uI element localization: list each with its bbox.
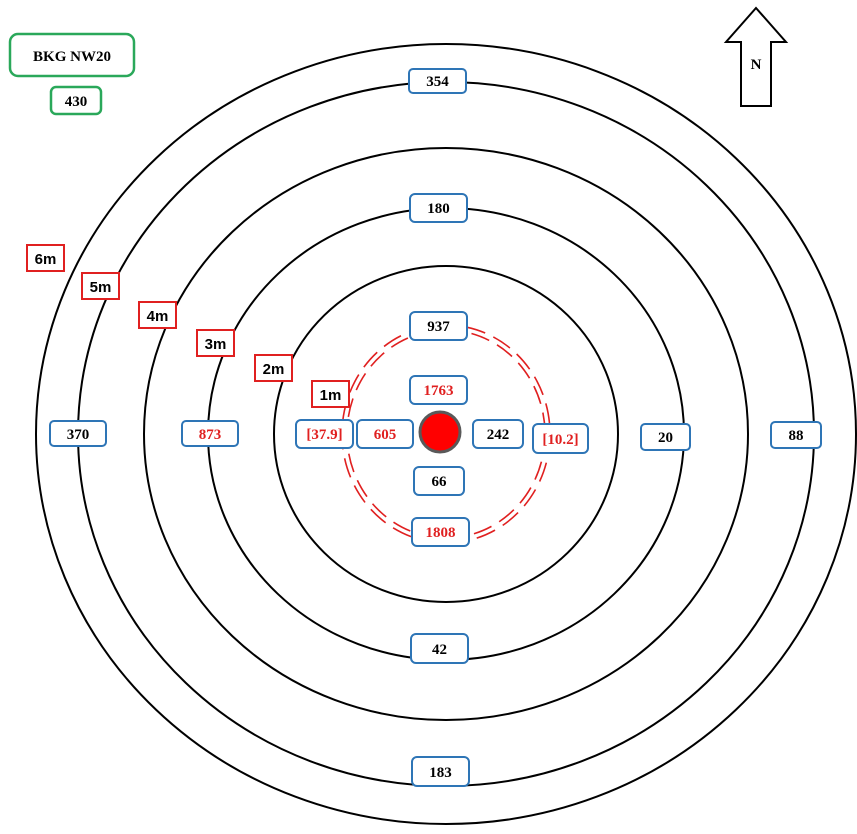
ring-6m: [35, 43, 857, 825]
ring-label-3m-text: 3m: [205, 336, 227, 353]
measure-inner-north-value: 1763: [424, 383, 454, 399]
measure-inner-north: 1763: [409, 375, 468, 405]
ring-label-2m-text: 2m: [263, 361, 285, 378]
measure-inner-west: [37.9]: [295, 419, 354, 449]
background-label: BKG NW20: [8, 32, 136, 78]
measure-north-6m: 354: [408, 68, 467, 94]
measure-inner-south: 1808: [411, 517, 470, 547]
ring-label-4m: 4m: [138, 301, 177, 329]
background-value: 430: [65, 94, 88, 110]
ring-label-6m: 6m: [26, 244, 65, 272]
measure-west-1m-value: 605: [374, 427, 397, 443]
ring-label-5m: 5m: [81, 272, 120, 300]
measure-south-6m: 183: [411, 756, 470, 787]
ring-2m: [273, 265, 619, 603]
measure-north-4m-value: 180: [427, 201, 450, 217]
measure-east-1m: 242: [472, 419, 524, 449]
measure-south-2m-value: 66: [432, 474, 448, 490]
measure-east-3m-value: 20: [658, 430, 673, 446]
ring-label-1m: 1m: [311, 380, 350, 408]
ring-label-6m-text: 6m: [35, 251, 57, 268]
ring-4m: [143, 147, 749, 721]
measure-south-6m-value: 183: [429, 765, 452, 781]
source-point: [418, 410, 462, 454]
measure-east-1m-value: 242: [487, 427, 510, 443]
measure-north-6m-value: 354: [426, 74, 449, 90]
north-arrow-label: N: [751, 57, 762, 73]
measure-west-1m: 605: [356, 419, 414, 449]
ring-label-2m: 2m: [254, 354, 293, 382]
ring-label-5m-text: 5m: [90, 279, 112, 296]
measure-east-5m-value: 88: [789, 428, 804, 444]
measure-inner-east-value: [10.2]: [542, 432, 578, 448]
measure-south-4m: 42: [410, 633, 469, 664]
measure-south-4m-value: 42: [432, 642, 447, 658]
measure-inner-south-value: 1808: [426, 525, 456, 541]
ring-label-3m: 3m: [196, 329, 235, 357]
measure-north-4m: 180: [409, 193, 468, 223]
measure-north-2m-value: 937: [427, 319, 450, 335]
ring-label-1m-text: 1m: [320, 387, 342, 404]
background-label-text: BKG NW20: [33, 49, 111, 65]
measure-west-5m: 370: [49, 420, 107, 447]
measure-south-2m: 66: [413, 466, 465, 496]
ring-label-4m-text: 4m: [147, 308, 169, 325]
measure-west-3m: 873: [181, 420, 239, 447]
measure-west-3m-value: 873: [199, 427, 222, 443]
measure-east-3m: 20: [640, 423, 691, 451]
background-value-box: 430: [49, 85, 103, 116]
measure-west-5m-value: 370: [67, 427, 90, 443]
north-arrow-icon: N: [723, 6, 789, 107]
measure-east-5m: 88: [770, 421, 822, 449]
measure-inner-west-value: [37.9]: [306, 427, 342, 443]
measure-inner-east: [10.2]: [532, 423, 589, 454]
measure-north-2m: 937: [409, 311, 468, 341]
